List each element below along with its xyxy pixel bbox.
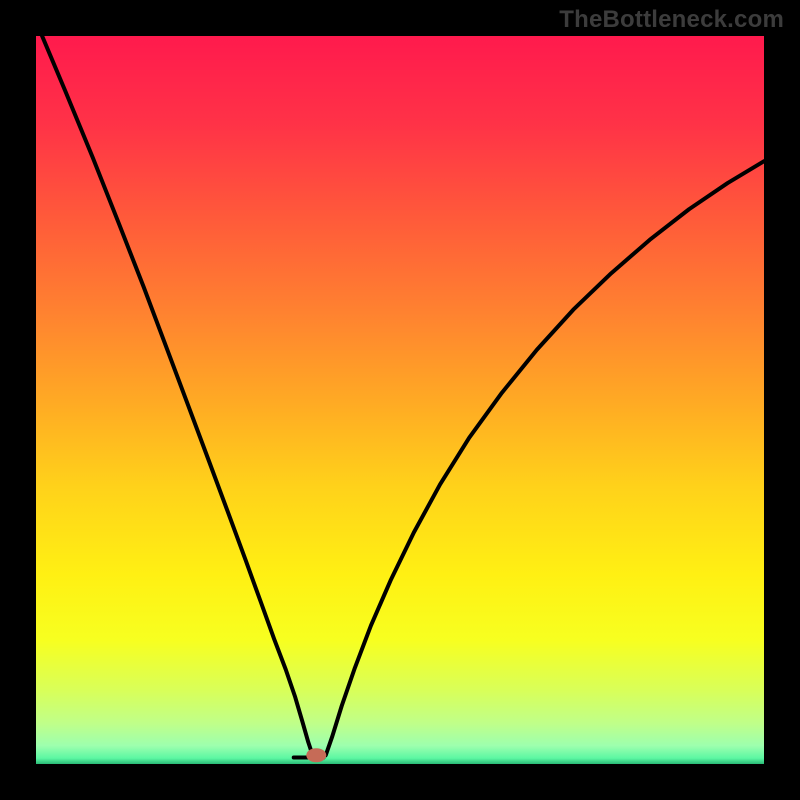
- watermark-text: TheBottleneck.com: [559, 6, 784, 34]
- outer-frame: TheBottleneck.com: [0, 0, 800, 800]
- plot-svg: [36, 36, 764, 764]
- curve-minimum-marker: [306, 748, 326, 762]
- gradient-background: [36, 36, 764, 764]
- plot-area: [36, 36, 764, 764]
